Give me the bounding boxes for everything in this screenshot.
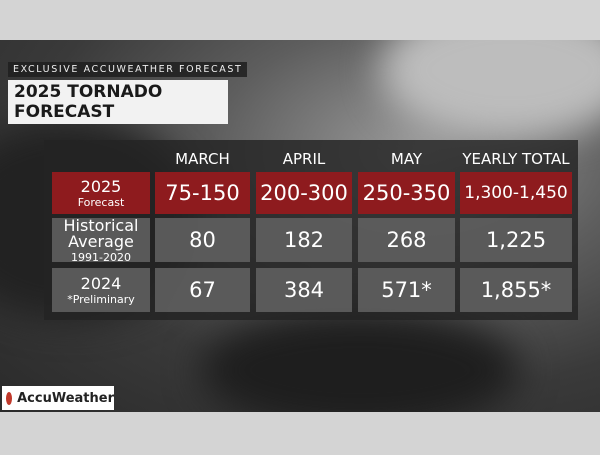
table: MARCH APRIL MAY YEARLY TOTAL 2025 Forecast 75-…	[44, 140, 578, 320]
row-label: Historical Average 1991-2020	[52, 215, 150, 264]
row-subtitle: 1991-2020	[71, 250, 131, 264]
row-subtitle: Forecast	[77, 195, 125, 209]
table-cell: 182	[256, 218, 352, 262]
row-subtitle: *Preliminary	[67, 292, 135, 306]
kicker: EXCLUSIVE ACCUWEATHER FORECAST	[8, 62, 248, 77]
logo: AccuWeather	[2, 386, 114, 410]
table-cell: 75-150	[155, 172, 250, 214]
column-header: MARCH	[175, 150, 230, 168]
table-cell: 268	[358, 218, 455, 262]
table-cell: 1,225	[460, 218, 572, 262]
background: EXCLUSIVE ACCUWEATHER FORECAST 2025 TORN…	[0, 40, 600, 412]
table-cell: 80	[155, 218, 250, 262]
cloud	[200, 310, 520, 412]
row-label: 2024 *Preliminary	[52, 268, 150, 312]
table-cell: 384	[256, 268, 352, 312]
table-cell: 67	[155, 268, 250, 312]
logo-text: AccuWeather	[17, 390, 114, 406]
column-header: MAY	[390, 150, 423, 168]
cloud	[380, 40, 600, 140]
table-cell: 200-300	[256, 172, 352, 214]
table-cell: 571*	[358, 268, 455, 312]
column-header: APRIL	[282, 150, 326, 168]
row-title: 2025	[80, 176, 122, 196]
row-title: Historical Average	[63, 215, 139, 251]
title: 2025 TORNADO FORECAST	[8, 80, 228, 124]
logo-icon	[6, 391, 13, 405]
column-header: YEARLY TOTAL	[462, 150, 570, 168]
row-label: 2025 Forecast	[52, 172, 150, 214]
row-title: 2024	[80, 273, 122, 293]
table-cell: 250-350	[358, 172, 455, 214]
table-cell: 1,300-1,450	[460, 172, 572, 214]
table-cell: 1,855*	[460, 268, 572, 312]
